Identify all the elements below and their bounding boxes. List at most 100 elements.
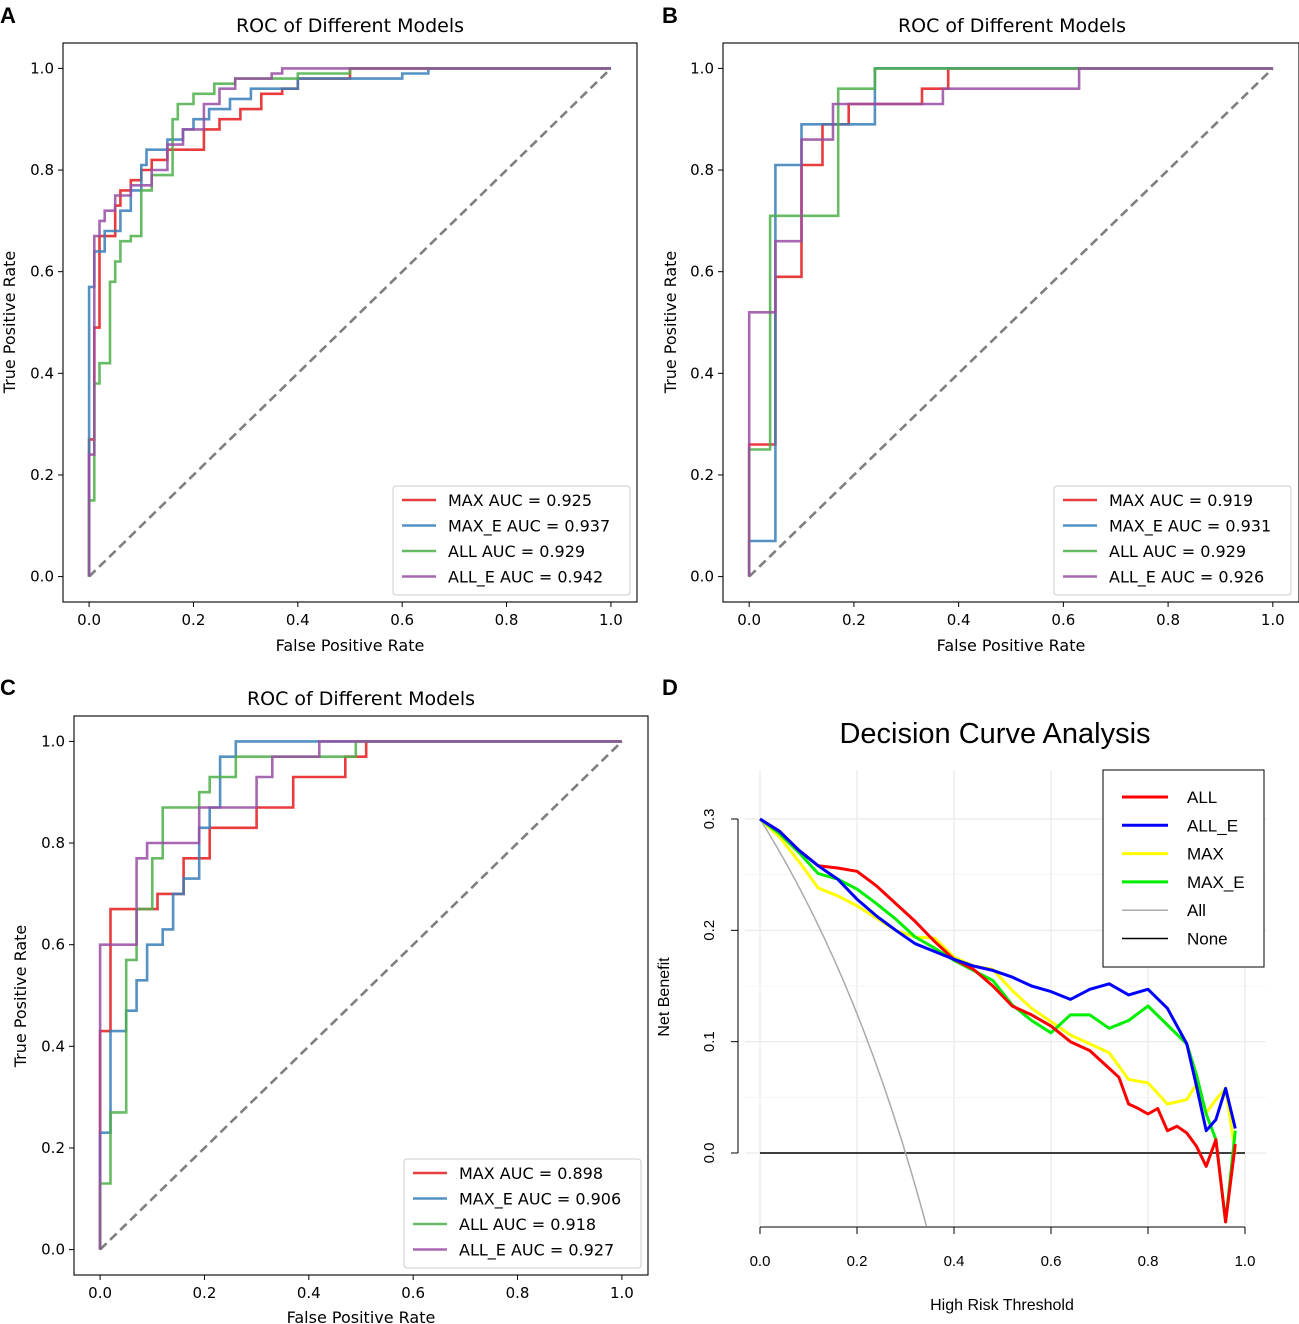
legend-entry: MAX_E AUC = 0.931 bbox=[1109, 517, 1271, 537]
x-tick-label: 0.4 bbox=[947, 611, 971, 629]
roc-curve-4 bbox=[747, 67, 1273, 577]
x-tick-label: 0.4 bbox=[286, 611, 310, 629]
chance-diagonal bbox=[99, 740, 623, 1251]
legend-entry: ALL bbox=[1187, 788, 1217, 807]
x-tick-label: 0.4 bbox=[297, 1284, 321, 1302]
x-tick-label: 0.2 bbox=[842, 611, 866, 629]
x-tick-label: 0.8 bbox=[506, 1284, 530, 1302]
y-tick-label: 0.2 bbox=[701, 920, 718, 941]
x-tick-label: 0.4 bbox=[944, 1253, 965, 1270]
panel-label-b: B bbox=[662, 3, 678, 28]
legend-entry: ALL_E bbox=[1187, 816, 1238, 835]
chart-d-title: Decision Curve Analysis bbox=[839, 718, 1150, 750]
legend-entry: ALL AUC = 0.929 bbox=[448, 542, 585, 561]
chart-b: 0.0 0.2 0.4 0.6 0.8 1.0 0.0 0.2 0.4 0.6 0.8 1.0 MAX … bbox=[690, 42, 1299, 629]
legend-entry: MAX bbox=[1187, 845, 1224, 864]
chart-d-ylabel: Net Benefit bbox=[656, 957, 673, 1037]
legend-entry: MAX_E AUC = 0.937 bbox=[448, 517, 610, 537]
legend-entry: ALL AUC = 0.929 bbox=[1109, 542, 1246, 561]
legend-box bbox=[1053, 485, 1292, 596]
dca-curve-all-e bbox=[759, 817, 1237, 1133]
x-tick-label: 1.0 bbox=[1261, 611, 1285, 629]
x-tick-label: 0.0 bbox=[88, 1284, 112, 1302]
legend-entry: MAX_E AUC = 0.906 bbox=[459, 1190, 621, 1210]
y-tick-label: 0.8 bbox=[690, 161, 714, 179]
x-tick-label: 1.0 bbox=[610, 1284, 634, 1302]
y-tick-label: 0.2 bbox=[41, 1139, 65, 1157]
legend-entry: MAX AUC = 0.919 bbox=[1109, 491, 1253, 510]
legend-entry: ALL AUC = 0.918 bbox=[459, 1215, 596, 1234]
y-tick-label: 1.0 bbox=[41, 732, 65, 750]
legend-box bbox=[392, 485, 631, 596]
x-tick-label: 0.2 bbox=[847, 1253, 868, 1270]
chart-b-xlabel: False Positive Rate bbox=[937, 636, 1086, 655]
x-tick-label: 0.0 bbox=[750, 1253, 771, 1270]
legend-entry: MAX_E bbox=[1187, 873, 1245, 892]
chart-c: 0.0 0.2 0.4 0.6 0.8 1.0 0.0 0.2 0.4 0.6 0.8 1.0 MAX … bbox=[41, 715, 649, 1302]
y-tick-label: 0.6 bbox=[41, 936, 65, 954]
chart-c-ylabel: True Positive Rate bbox=[11, 925, 30, 1069]
x-tick-label: 0.0 bbox=[737, 611, 761, 629]
x-tick-label: 0.6 bbox=[1051, 611, 1075, 629]
y-tick-label: 0.2 bbox=[30, 466, 54, 484]
y-tick-label: 0.0 bbox=[41, 1241, 65, 1259]
roc-curve-4 bbox=[98, 740, 622, 1250]
legend: ALL ALL_E MAX MAX_E All None bbox=[1102, 769, 1265, 968]
chart-c-title: ROC of Different Models bbox=[247, 688, 475, 710]
legend: MAX AUC = 0.925 MAX_E AUC = 0.937 ALL AUC … bbox=[392, 485, 631, 596]
chart-b-ylabel: True Positive Rate bbox=[661, 251, 680, 395]
x-tick-label: 1.0 bbox=[1235, 1253, 1256, 1270]
y-tick-label: 1.0 bbox=[30, 59, 54, 77]
legend: MAX AUC = 0.919 MAX_E AUC = 0.931 ALL AUC … bbox=[1053, 485, 1292, 596]
chart-a-xlabel: False Positive Rate bbox=[276, 636, 425, 655]
y-tick-label: 0.0 bbox=[701, 1143, 718, 1164]
roc-curve-3 bbox=[98, 740, 622, 1250]
panel-label-d: D bbox=[662, 675, 678, 700]
y-tick-label: 0.1 bbox=[701, 1031, 718, 1052]
legend-entry: ALL_E AUC = 0.942 bbox=[448, 568, 603, 588]
legend-entry: MAX AUC = 0.925 bbox=[448, 491, 592, 510]
y-tick-label: 0.2 bbox=[690, 466, 714, 484]
x-tick-label: 0.2 bbox=[182, 611, 206, 629]
panel-label-c: C bbox=[0, 675, 16, 700]
x-tick-label: 0.8 bbox=[495, 611, 519, 629]
x-tick-label: 0.8 bbox=[1156, 611, 1180, 629]
legend-box bbox=[1102, 769, 1265, 968]
legend-entry: ALL_E AUC = 0.927 bbox=[459, 1241, 614, 1261]
y-tick-label: 1.0 bbox=[690, 59, 714, 77]
chart-c-xlabel: False Positive Rate bbox=[287, 1308, 436, 1324]
chance-diagonal bbox=[88, 67, 612, 578]
legend-entry: MAX AUC = 0.898 bbox=[459, 1164, 603, 1183]
plot-frame bbox=[73, 715, 649, 1276]
chance-diagonal bbox=[748, 67, 1274, 578]
dca-curve-max bbox=[758, 817, 1237, 1154]
chart-a: 0.0 0.2 0.4 0.6 0.8 1.0 0.0 0.2 0.4 0.6 0.8 1.0 MAX … bbox=[30, 42, 638, 629]
x-tick-label: 0.8 bbox=[1138, 1253, 1159, 1270]
x-tick-label: 0.6 bbox=[1041, 1253, 1062, 1270]
roc-curve-3 bbox=[747, 67, 1273, 577]
legend-entry: None bbox=[1187, 930, 1228, 949]
x-tick-label: 1.0 bbox=[599, 611, 623, 629]
y-tick-label: 0.4 bbox=[30, 364, 54, 382]
y-tick-label: 0.8 bbox=[41, 834, 65, 852]
panel-label-a: A bbox=[0, 3, 16, 28]
chart-a-ylabel: True Positive Rate bbox=[0, 251, 19, 395]
x-tick-label: 0.0 bbox=[77, 611, 101, 629]
chart-a-title: ROC of Different Models bbox=[236, 15, 464, 37]
y-tick-label: 0.0 bbox=[30, 568, 54, 586]
y-tick-label: 0.4 bbox=[690, 364, 714, 382]
dca-curve-all bbox=[759, 818, 928, 1226]
legend-entry: All bbox=[1187, 901, 1206, 920]
chart-d-xlabel: High Risk Threshold bbox=[930, 1297, 1074, 1314]
roc-curve-4 bbox=[87, 67, 611, 577]
plot-frame bbox=[62, 42, 638, 603]
dca-curve-all bbox=[759, 817, 1237, 1224]
y-tick-label: 0.4 bbox=[41, 1037, 65, 1055]
x-tick-label: 0.6 bbox=[390, 611, 414, 629]
y-tick-label: 0.8 bbox=[30, 161, 54, 179]
chart-d: 0.0 0.2 0.4 0.6 0.8 1.0 0.0 0.1 0.2 0.3 ALL ALL_E MA… bbox=[701, 769, 1266, 1270]
x-tick-label: 0.2 bbox=[193, 1284, 217, 1302]
y-tick-label: 0.0 bbox=[690, 568, 714, 586]
y-tick-label: 0.6 bbox=[30, 263, 54, 281]
y-tick-label: 0.3 bbox=[701, 809, 718, 830]
